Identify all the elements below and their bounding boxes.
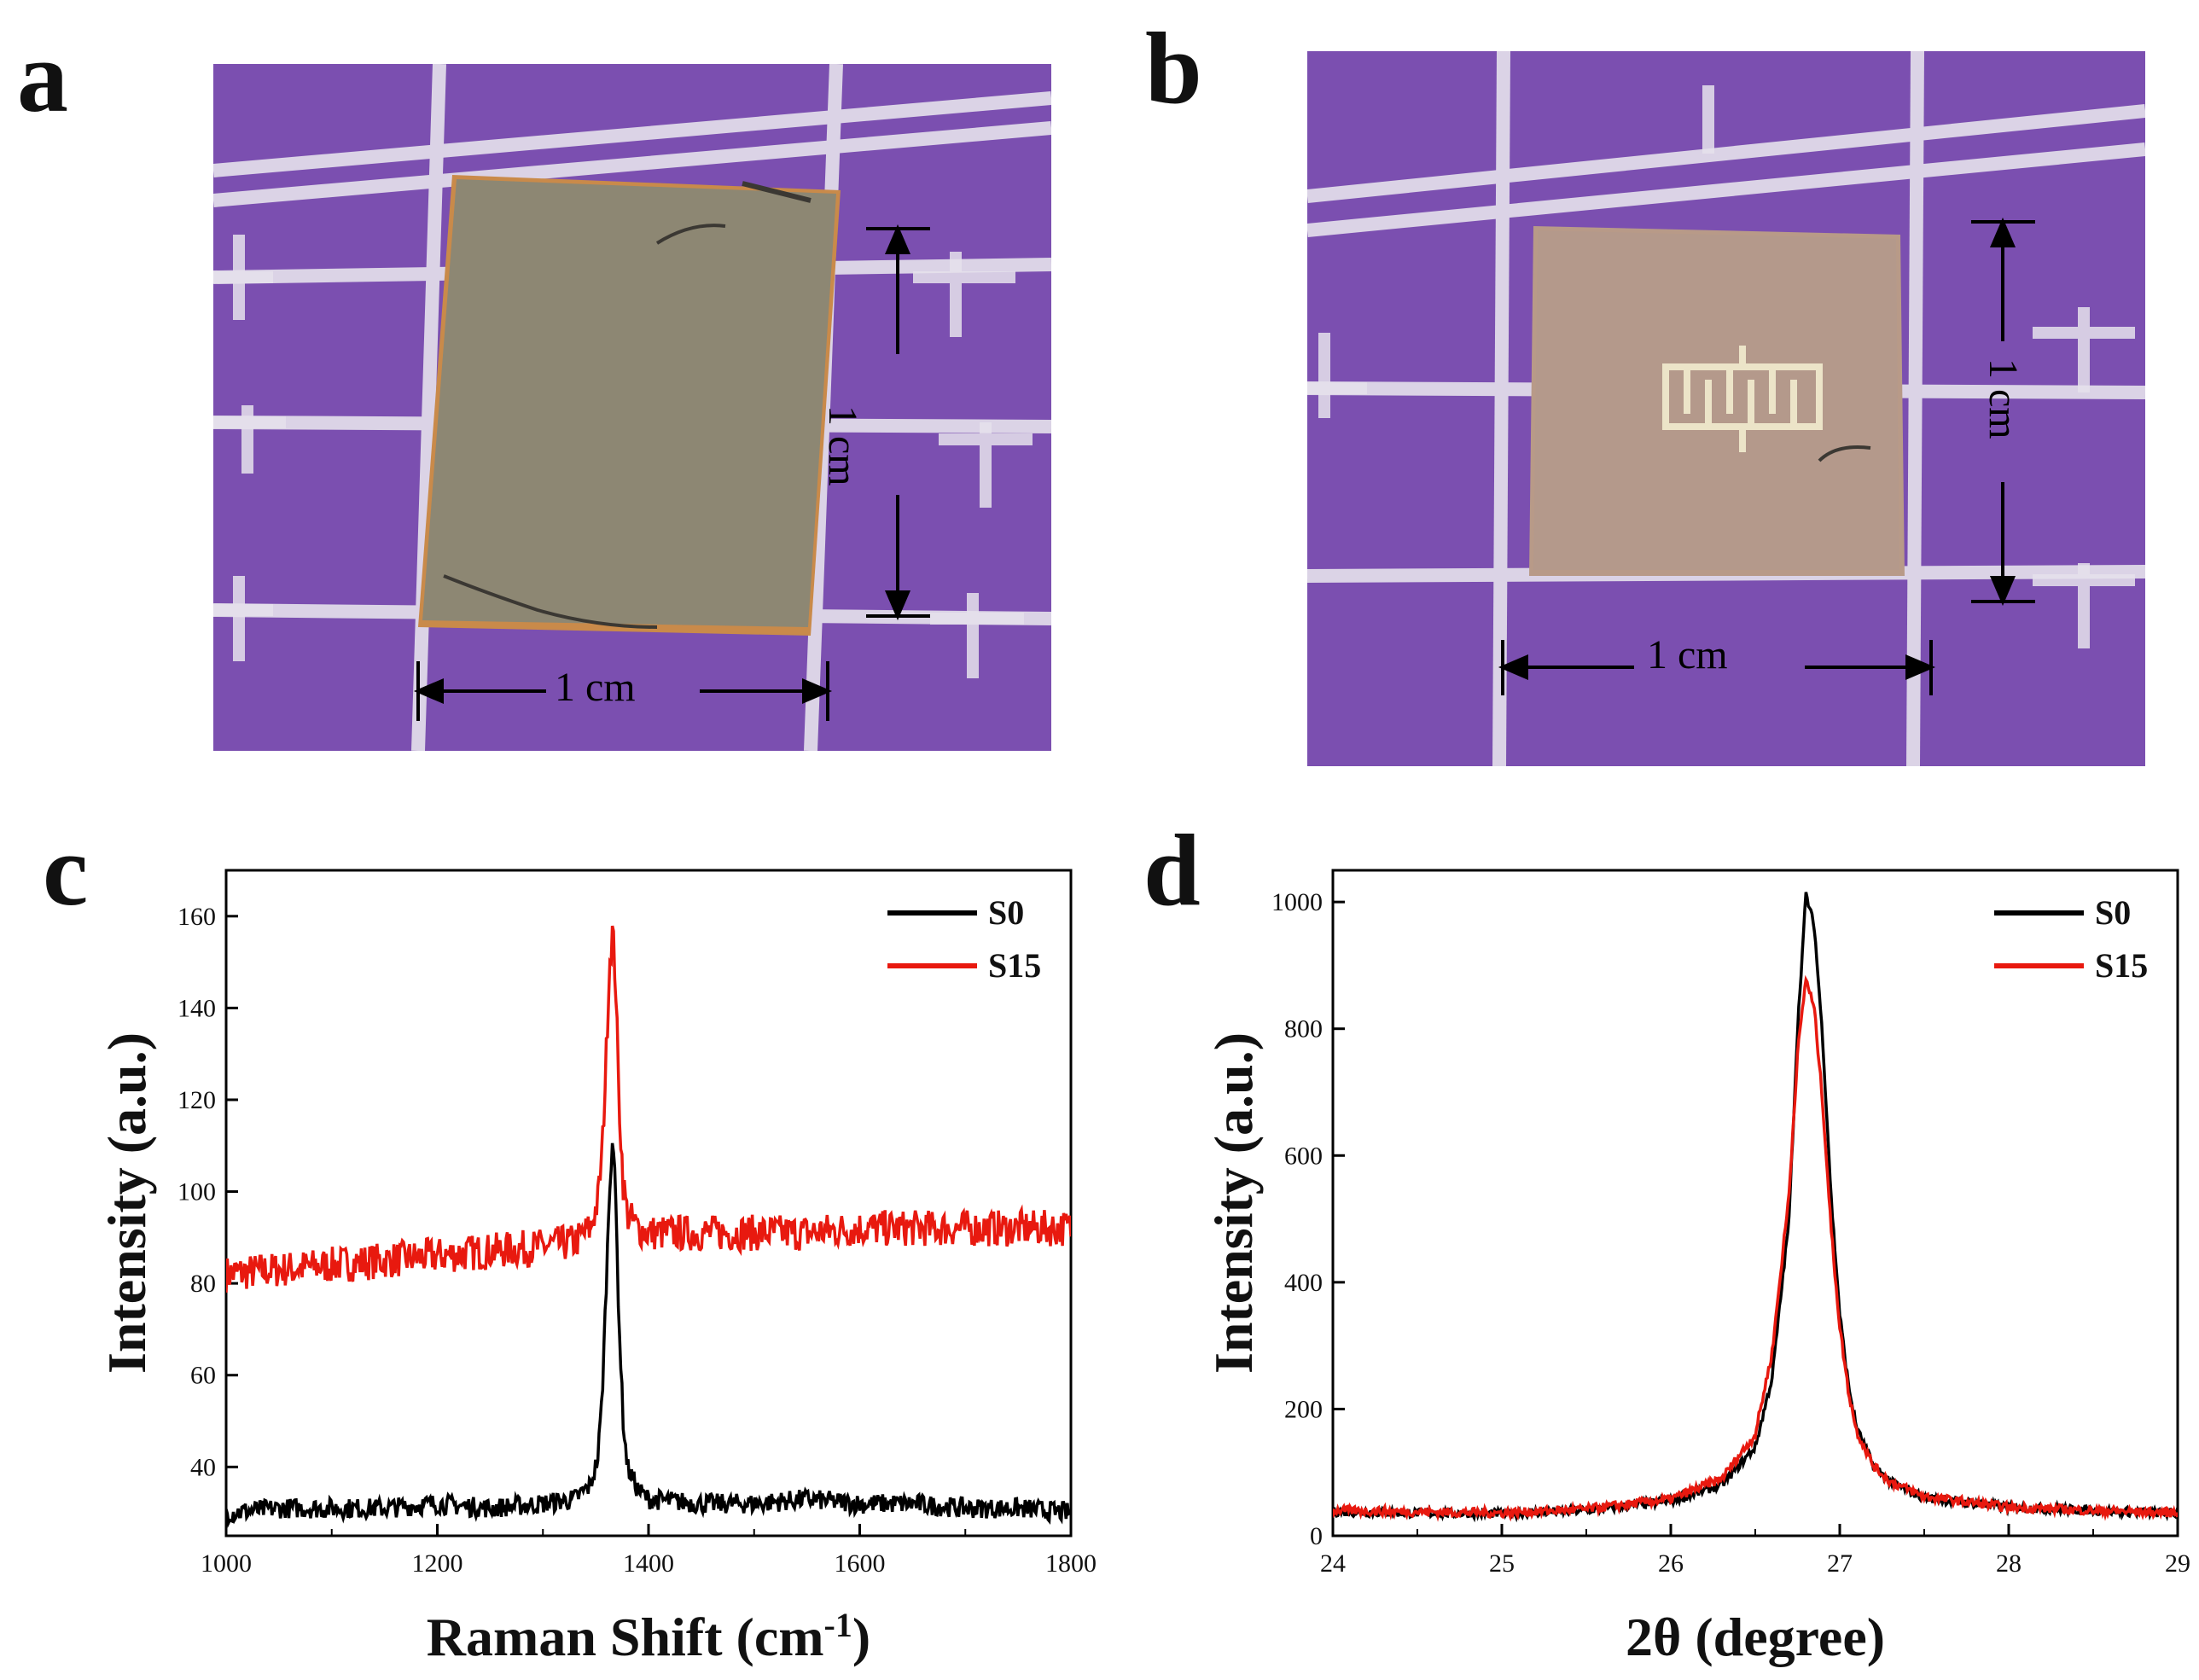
x-tick-label: 1600 [835,1549,886,1578]
panel-c-letter: c [43,813,89,927]
x-tick-label: 1000 [201,1549,252,1578]
y-axis-label: Intensity (a.u.) [96,1032,157,1374]
x-axis-label: Raman Shift (cm-1) [427,1606,870,1668]
y-tick-label: 120 [177,1086,216,1114]
y-tick-label: 160 [177,903,216,931]
x-tick-label: 28 [1996,1549,2022,1578]
y-tick-label: 200 [1284,1395,1323,1423]
series-line-s15 [226,925,1071,1293]
y-tick-label: 0 [1310,1522,1323,1550]
chart-xrd: 24 25 26 27 28 29 0 200 400 600 800 1000 2θ (degree)… [1203,869,2190,1667]
x-tick-label: 1200 [412,1549,463,1578]
scale-bars-a [413,224,930,721]
x-tick-label: 1800 [1045,1549,1097,1578]
y-tick-label: 40 [190,1453,216,1481]
y-axis-label: Intensity (a.u.) [1203,1032,1264,1374]
x-tick-label: 27 [1827,1549,1853,1578]
y-tick-label: 1000 [1271,888,1323,916]
y-tick-label: 600 [1284,1142,1323,1170]
y-tick-label: 400 [1284,1269,1323,1297]
scale-label-a-horizontal: 1 cm [555,665,636,710]
x-tick-label: 25 [1489,1549,1515,1578]
scale-label-a-vertical: 1 cm [820,405,865,486]
chart-raman: 1000 1200 1400 1600 1800 40 60 80 100 120 140 160 Ra… [96,869,1097,1668]
series-line-s0 [1333,892,2178,1523]
panel-d-letter: d [1143,813,1201,927]
x-tick-label: 1400 [623,1549,674,1578]
y-tick-label: 140 [177,994,216,1022]
y-tick-label: 100 [177,1178,216,1206]
legend-label-s15: S15 [988,946,1041,985]
y-tick-label: 800 [1284,1015,1323,1043]
series-line-s15 [1333,974,2178,1522]
legend-label-s0: S0 [988,893,1024,932]
scale-label-b-vertical: 1 cm [1981,358,2026,439]
x-tick-label: 29 [2165,1549,2190,1578]
panel-a-letter: a [17,20,68,133]
series-line-s0 [226,1142,1071,1528]
x-tick-label: 26 [1658,1549,1684,1578]
legend-label-s0: S0 [2095,893,2131,932]
scale-label-b-horizontal: 1 cm [1647,632,1728,677]
legend-label-s15: S15 [2095,946,2148,985]
plot-frame [224,869,1073,1538]
photo-b [1307,51,2145,766]
x-axis-label: 2θ (degree) [1626,1607,1885,1667]
scale-bars-b [1498,217,2035,695]
x-tick-label: 24 [1320,1549,1346,1578]
y-tick-label: 60 [190,1362,216,1390]
y-tick-label: 80 [190,1270,216,1298]
panel-b-letter: b [1145,11,1202,125]
